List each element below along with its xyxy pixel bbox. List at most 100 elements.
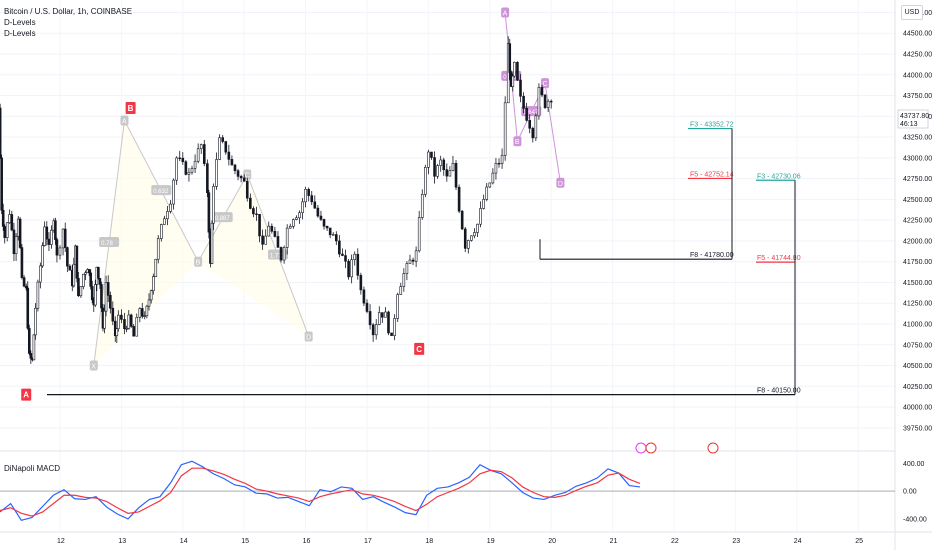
candle-body bbox=[129, 314, 133, 327]
candle-body bbox=[230, 159, 234, 166]
candle-body bbox=[212, 186, 215, 224]
pivot-labels: ABC bbox=[21, 102, 425, 401]
candle-body bbox=[36, 281, 40, 309]
candle-body bbox=[84, 272, 87, 275]
pattern-ratio-badge bbox=[99, 237, 120, 247]
candle-body bbox=[66, 247, 69, 267]
indicator-label-2[interactable]: D-Levels bbox=[4, 29, 36, 38]
candle-body bbox=[537, 87, 541, 117]
candle-body bbox=[371, 324, 375, 336]
candle-body bbox=[0, 107, 2, 159]
candle-body bbox=[433, 157, 436, 177]
candle-body bbox=[359, 275, 363, 291]
price-tick-label: 44000.00 bbox=[903, 72, 932, 79]
candle-body bbox=[292, 219, 295, 227]
candle-body bbox=[356, 253, 360, 276]
candle-body bbox=[47, 238, 51, 245]
macd-axis-label: 400.00 bbox=[903, 461, 925, 468]
candle-body bbox=[255, 213, 258, 215]
candle-body bbox=[58, 247, 62, 256]
macd-title[interactable]: DiNapoli MACD bbox=[4, 464, 61, 473]
time-tick-label: 13 bbox=[118, 538, 126, 545]
pattern-point-badge bbox=[304, 331, 313, 342]
candle-body bbox=[0, 157, 3, 211]
pattern-point-label: D bbox=[306, 334, 311, 341]
candle-body bbox=[313, 201, 317, 209]
candle-body bbox=[34, 307, 37, 336]
time-tick-label: 25 bbox=[855, 538, 863, 545]
candle-body bbox=[543, 94, 547, 108]
candle-body bbox=[29, 353, 33, 359]
candle-body bbox=[207, 192, 211, 233]
candle-body bbox=[113, 320, 117, 337]
candle-body bbox=[89, 272, 92, 287]
candle-body bbox=[546, 100, 550, 108]
pivot-badge bbox=[21, 388, 32, 401]
candle-body bbox=[77, 278, 80, 297]
time-tick-label: 22 bbox=[671, 538, 679, 545]
pivot-label: C bbox=[416, 345, 422, 354]
candle-body bbox=[72, 263, 76, 287]
event-icons[interactable] bbox=[635, 442, 719, 454]
candle-body bbox=[190, 168, 194, 173]
candle-body bbox=[482, 199, 485, 209]
candle-body bbox=[322, 219, 326, 227]
candle-body bbox=[261, 235, 264, 245]
candle-body bbox=[109, 295, 112, 309]
candle-body bbox=[5, 222, 9, 238]
time-axis[interactable]: 12 13 14 15 16 17 18 19 20 21 22 23 24 25 bbox=[0, 531, 932, 545]
price-tick-label: 42750.00 bbox=[903, 176, 932, 183]
candle-body bbox=[494, 162, 498, 174]
candle-body bbox=[145, 305, 149, 317]
candle-body bbox=[22, 277, 26, 287]
candle-body bbox=[325, 225, 329, 229]
us-flag-event-icon bbox=[645, 442, 657, 454]
pattern-ratio-label: 1.647 bbox=[523, 110, 539, 116]
candle-body bbox=[374, 324, 378, 336]
indicator-label-1[interactable]: D-Levels bbox=[4, 18, 36, 27]
candle-body bbox=[411, 259, 415, 262]
candle-body bbox=[503, 102, 507, 156]
candle-body bbox=[55, 239, 59, 256]
candle-body bbox=[513, 61, 516, 77]
candle-body bbox=[202, 144, 206, 164]
candle-body bbox=[500, 155, 504, 164]
time-tick-label: 19 bbox=[487, 538, 495, 545]
candle-body bbox=[307, 189, 310, 196]
currency-selector[interactable]: USD bbox=[901, 5, 923, 20]
candle-body bbox=[68, 265, 72, 271]
candle-body bbox=[27, 327, 31, 354]
candle-body bbox=[3, 226, 7, 238]
candle-body bbox=[362, 289, 366, 304]
candle-body bbox=[79, 286, 83, 297]
pattern-fill bbox=[93, 120, 199, 366]
candle-body bbox=[45, 226, 49, 240]
candle-body bbox=[135, 317, 139, 337]
price-tick-label: 42000.00 bbox=[903, 238, 932, 245]
candle-body bbox=[210, 222, 214, 264]
candle-body bbox=[143, 315, 147, 317]
candle-body bbox=[160, 224, 163, 239]
candle-body bbox=[393, 318, 396, 336]
candle-body bbox=[334, 234, 338, 242]
last-price-countdown: 46:13 bbox=[900, 121, 918, 128]
symbol-title[interactable]: Bitcoin / U.S. Dollar, 1h, COINBASE bbox=[4, 7, 133, 16]
level-label: F3 - 43352.72 bbox=[690, 122, 734, 129]
candle-body bbox=[316, 207, 320, 217]
price-tick-label: 43750.00 bbox=[903, 93, 932, 100]
time-tick-label: 18 bbox=[425, 538, 433, 545]
candle-body bbox=[405, 263, 409, 274]
candle-body bbox=[310, 195, 314, 203]
level-label: F8 - 41780.00 bbox=[690, 252, 734, 259]
candle-body bbox=[215, 159, 218, 187]
price-tick-label: 40000.00 bbox=[903, 405, 932, 412]
candle-body bbox=[319, 215, 323, 220]
pivot-badge bbox=[125, 102, 136, 114]
candle-body bbox=[528, 120, 532, 129]
candle-body bbox=[439, 159, 442, 166]
candle-body bbox=[54, 220, 57, 240]
candle-body bbox=[460, 210, 464, 230]
candle-body bbox=[63, 228, 67, 248]
candle-body bbox=[506, 43, 510, 104]
